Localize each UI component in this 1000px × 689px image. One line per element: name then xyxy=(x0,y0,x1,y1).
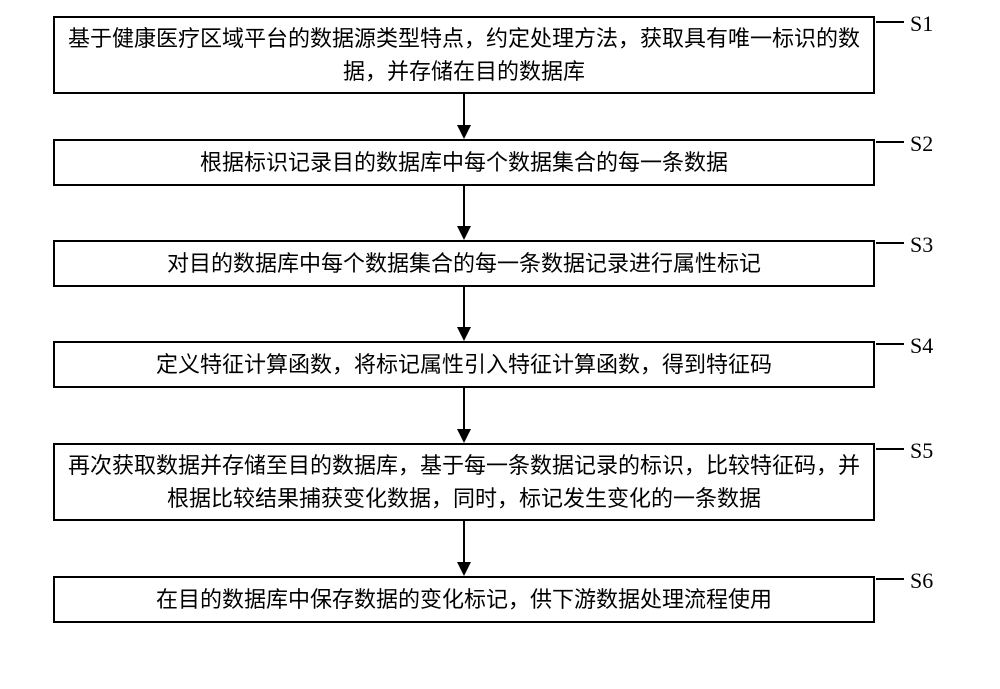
arrow-line xyxy=(463,521,465,562)
arrow-head-icon xyxy=(457,562,471,576)
arrow-line xyxy=(463,94,465,125)
flow-step-box: 定义特征计算函数，将标记属性引入特征计算函数，得到特征码 xyxy=(53,341,875,388)
flow-arrow xyxy=(457,388,471,443)
flow-arrow xyxy=(457,186,471,240)
step-label: S6 xyxy=(910,568,933,594)
step-label: S5 xyxy=(910,438,933,464)
flow-step-box: 再次获取数据并存储至目的数据库，基于每一条数据记录的标识，比较特征码，并根据比较… xyxy=(53,443,875,521)
step-label: S3 xyxy=(910,232,933,258)
step-label: S2 xyxy=(910,131,933,157)
flow-step-box: 在目的数据库中保存数据的变化标记，供下游数据处理流程使用 xyxy=(53,576,875,623)
label-lead-line xyxy=(876,21,904,23)
arrow-line xyxy=(463,186,465,226)
arrow-head-icon xyxy=(457,429,471,443)
arrow-line xyxy=(463,287,465,327)
label-lead-line xyxy=(876,242,904,244)
label-lead-line xyxy=(876,141,904,143)
arrow-line xyxy=(463,388,465,429)
flow-step-box: 对目的数据库中每个数据集合的每一条数据记录进行属性标记 xyxy=(53,240,875,287)
flow-arrow xyxy=(457,287,471,341)
label-lead-line xyxy=(876,343,904,345)
step-label: S4 xyxy=(910,333,933,359)
flow-arrow xyxy=(457,521,471,576)
flow-arrow xyxy=(457,94,471,139)
arrow-head-icon xyxy=(457,125,471,139)
arrow-head-icon xyxy=(457,226,471,240)
flow-step-box: 基于健康医疗区域平台的数据源类型特点，约定处理方法，获取具有唯一标识的数据，并存… xyxy=(53,16,875,94)
label-lead-line xyxy=(876,578,904,580)
step-label: S1 xyxy=(910,11,933,37)
flow-step-box: 根据标识记录目的数据库中每个数据集合的每一条数据 xyxy=(53,139,875,186)
arrow-head-icon xyxy=(457,327,471,341)
label-lead-line xyxy=(876,448,904,450)
